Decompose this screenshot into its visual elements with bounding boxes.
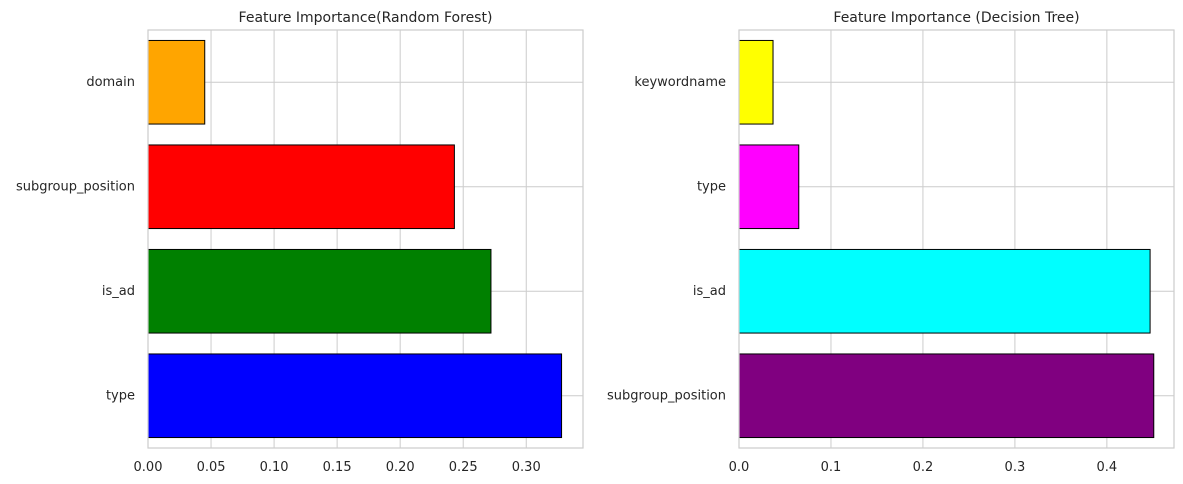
chart-panel-2: subgroup_position is_ad type keywordname 0.0… (607, 10, 1175, 475)
bar-subgroup_position (738, 353, 1155, 439)
y-tick-label: subgroup_position (607, 388, 726, 403)
x-tick-label: 0.05 (197, 460, 226, 475)
bar-domain (147, 39, 206, 125)
x-tick-label: 0.20 (386, 460, 415, 475)
y-tick-label: domain (86, 75, 135, 90)
x-tick-label: 0.00 (134, 460, 163, 475)
bar-type (147, 353, 563, 439)
bar-type (738, 144, 800, 230)
bar-is_ad (147, 248, 492, 334)
x-tick-label: 0.3 (1005, 460, 1026, 475)
y-tick-label: keywordname (634, 75, 726, 90)
x-tick-label: 0.30 (512, 460, 541, 475)
x-tick-label: 0.10 (260, 460, 289, 475)
x-tick-label: 0.0 (729, 460, 750, 475)
x-tick-label: 0.15 (323, 460, 352, 475)
chart-title: Feature Importance (Decision Tree) (833, 10, 1079, 26)
x-tick-label: 0.1 (821, 460, 842, 475)
chart-title: Feature Importance(Random Forest) (239, 10, 493, 26)
bar-is_ad (738, 248, 1151, 334)
x-tick-label: 0.2 (913, 460, 934, 475)
y-tick-label: type (106, 388, 135, 403)
bar-keywordname (738, 39, 774, 125)
bar-subgroup_position (147, 144, 455, 230)
y-tick-label: is_ad (102, 284, 135, 299)
y-tick-label: subgroup_position (16, 179, 135, 194)
chart-panel-1: type is_ad subgroup_position domain 0.00 0.05… (16, 10, 584, 475)
x-tick-label: 0.25 (449, 460, 478, 475)
y-tick-label: is_ad (693, 284, 726, 299)
y-tick-label: type (697, 179, 726, 194)
x-tick-label: 0.4 (1097, 460, 1118, 475)
plot-frame (147, 29, 584, 449)
plot-frame (738, 29, 1175, 449)
